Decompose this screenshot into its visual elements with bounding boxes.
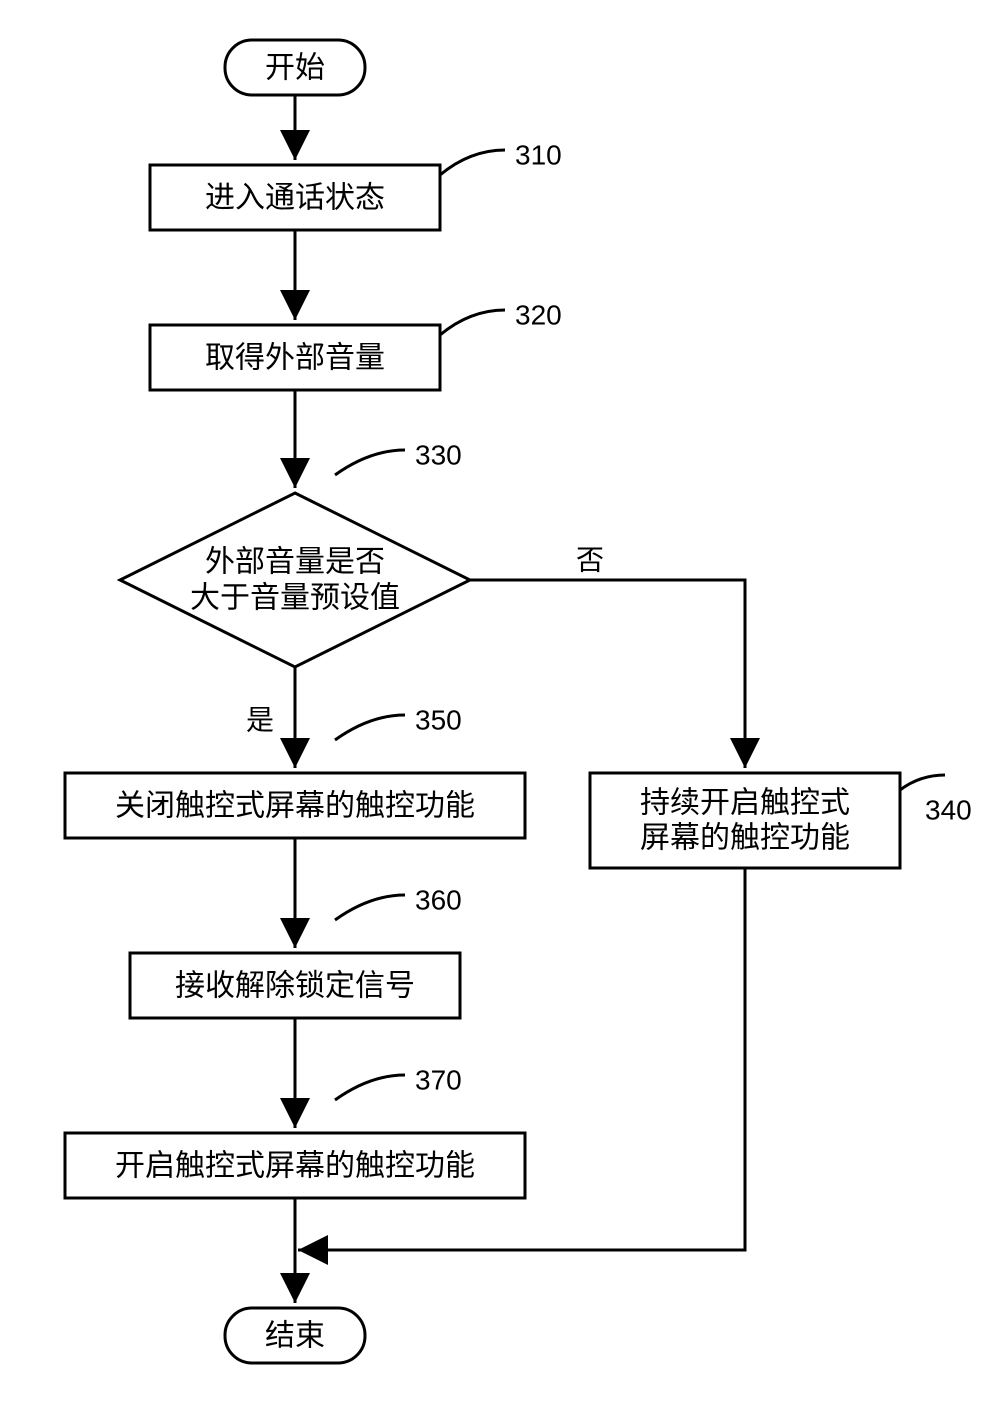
node-340-text1: 持续开启触控式 [640, 787, 850, 820]
branch-no: 否 [576, 545, 604, 576]
edge-330-340 [470, 580, 745, 768]
node-310: 进入通话状态 [150, 165, 440, 230]
label-320: 320 [515, 300, 562, 331]
label-360: 360 [415, 885, 462, 916]
label-330: 330 [415, 440, 462, 471]
label-340: 340 [925, 795, 972, 826]
node-370: 开启触控式屏幕的触控功能 [65, 1133, 525, 1198]
flowchart-diagram: 开始 进入通话状态 310 取得外部音量 320 330 外部音量是否 大于音量… [0, 0, 999, 1405]
node-340-text2: 屏幕的触控功能 [640, 822, 850, 855]
node-320: 取得外部音量 [150, 325, 440, 390]
leader-370 [335, 1075, 405, 1100]
node-370-text: 开启触控式屏幕的触控功能 [115, 1150, 475, 1183]
node-360-text: 接收解除锁定信号 [175, 970, 415, 1003]
start-node: 开始 [225, 40, 365, 95]
node-340: 持续开启触控式 屏幕的触控功能 [590, 773, 900, 868]
leader-330 [335, 450, 405, 475]
label-310: 310 [515, 140, 562, 171]
node-320-text: 取得外部音量 [205, 342, 385, 375]
node-350: 关闭触控式屏幕的触控功能 [65, 773, 525, 838]
end-node: 结束 [225, 1308, 365, 1363]
node-310-text: 进入通话状态 [205, 182, 385, 215]
edge-340-merge [298, 868, 745, 1250]
branch-yes: 是 [246, 705, 274, 736]
node-350-text: 关闭触控式屏幕的触控功能 [115, 790, 475, 823]
leader-340 [900, 775, 945, 790]
label-370: 370 [415, 1065, 462, 1096]
node-360: 接收解除锁定信号 [130, 953, 460, 1018]
node-330: 外部音量是否 大于音量预设值 [120, 493, 470, 667]
end-text: 结束 [265, 1320, 325, 1353]
start-text: 开始 [265, 52, 325, 85]
label-350: 350 [415, 705, 462, 736]
leader-360 [335, 895, 405, 920]
leader-310 [440, 150, 505, 175]
leader-350 [335, 715, 405, 740]
leader-320 [440, 310, 505, 335]
node-330-text1: 外部音量是否 [205, 546, 385, 579]
node-330-text2: 大于音量预设值 [190, 582, 400, 615]
